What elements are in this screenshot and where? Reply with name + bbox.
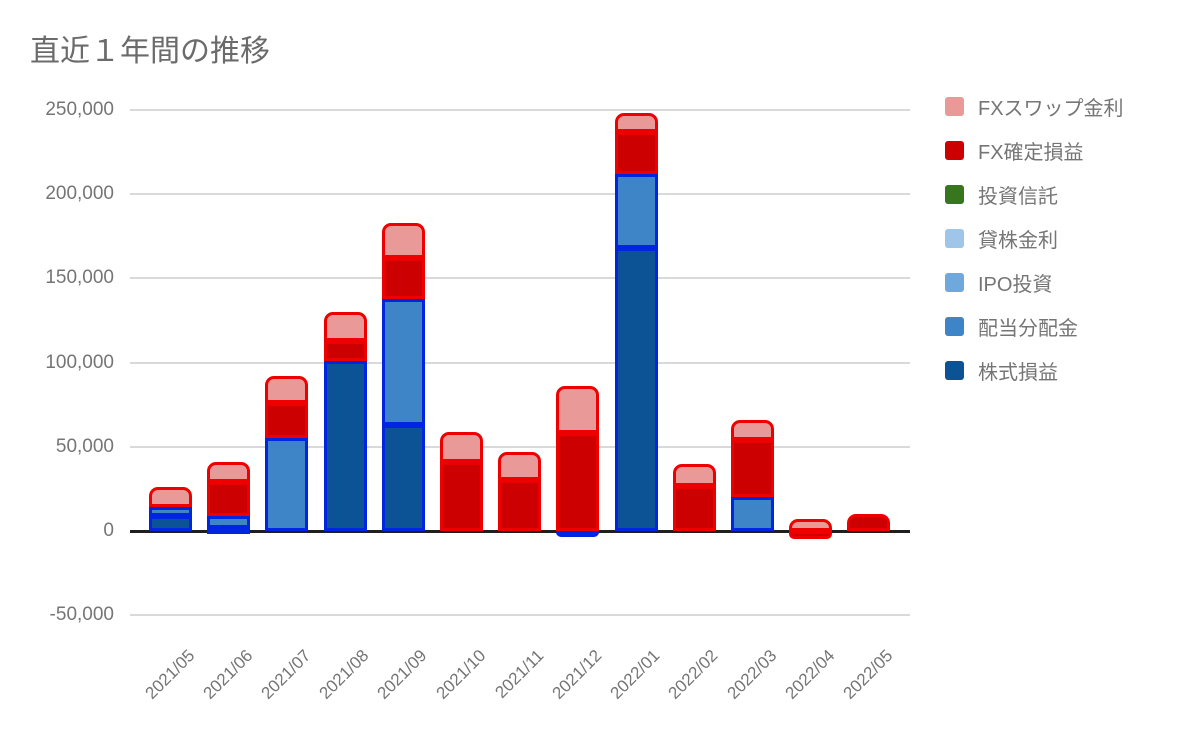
bar-segment-fx-realized-pl[interactable] (847, 514, 891, 531)
bar-segment-stock-pl[interactable] (207, 527, 251, 534)
legend-item-fx-realized-pl[interactable]: FX確定損益 (945, 136, 1124, 164)
gridline (130, 109, 910, 111)
gridline (130, 445, 910, 448)
legend-swatch-fx-realized-pl (945, 140, 964, 160)
legend-label: FX確定損益 (978, 141, 1084, 164)
bar-segment-fx-realized-pl[interactable] (498, 480, 542, 531)
gridline (130, 193, 910, 196)
bar-segment-fx-swap-interest[interactable] (440, 431, 483, 462)
legend-swatch-ipo-investment (945, 272, 964, 292)
bar-segment-fx-swap-interest[interactable] (381, 222, 425, 259)
bar-segment-stock-pl[interactable] (381, 424, 425, 531)
legend-label: 投資信託 (978, 185, 1058, 208)
bar-segment-fx-swap-interest[interactable] (672, 463, 716, 486)
y-axis-tick-label: 0 (103, 520, 114, 541)
chart-legend: FXスワップ金利 FX確定損益 投資信託貸株金利 IPO投資配当分配金株式損益 (945, 92, 1124, 384)
gridline (130, 277, 910, 280)
bar-segment-fx-realized-pl[interactable] (265, 403, 309, 439)
legend-label: 貸株金利 (978, 229, 1058, 252)
legend-swatch-dividend-distribution (945, 316, 964, 336)
bar-segment-fx-swap-interest[interactable] (498, 451, 542, 481)
bar-segment-fx-swap-interest[interactable] (207, 461, 251, 483)
bar-segment-fx-realized-pl[interactable] (672, 485, 716, 531)
y-axis-tick-label: -50,000 (49, 604, 114, 626)
bar-segment-fx-swap-interest[interactable] (265, 376, 309, 403)
legend-item-fx-swap-interest[interactable]: FXスワップ金利 (945, 92, 1124, 120)
bar-segment-fx-realized-pl[interactable] (789, 531, 833, 540)
bar-segment-dividend-distribution[interactable] (381, 298, 425, 425)
bar-segment-dividend-distribution[interactable] (731, 497, 774, 531)
bar-segment-fx-swap-interest[interactable] (149, 487, 192, 508)
bar-segment-fx-realized-pl[interactable] (381, 258, 425, 299)
y-axis-tick-label: 50,000 (55, 435, 114, 457)
legend-item-stock-pl[interactable]: 株式損益 (945, 356, 1124, 384)
bar-segment-fx-realized-pl[interactable] (556, 433, 600, 531)
bar-segment-fx-realized-pl[interactable] (323, 340, 367, 361)
gridline (130, 361, 910, 364)
bar-segment-fx-swap-interest[interactable] (789, 519, 833, 531)
bar-segment-fx-swap-interest[interactable] (731, 419, 774, 441)
bar-segment-dividend-distribution[interactable] (207, 515, 251, 528)
legend-label: 株式損益 (978, 361, 1058, 384)
bar-segment-fx-swap-interest[interactable] (323, 312, 367, 341)
bar-segment-stock-pl[interactable] (614, 248, 658, 531)
legend-item-dividend-distribution[interactable]: 配当分配金 (945, 312, 1124, 340)
chart-title: 直近１年間の推移 (30, 35, 270, 68)
bar-segment-stock-pl[interactable] (323, 360, 367, 531)
y-axis-tick-label: 100,000 (45, 351, 114, 373)
legend-label: FXスワップ金利 (978, 97, 1124, 120)
legend-swatch-stock-lending-interest (945, 228, 964, 248)
legend-swatch-investment-trust (945, 184, 964, 204)
x-axis-line (130, 530, 910, 533)
bar-segment-fx-realized-pl[interactable] (440, 461, 483, 531)
bar-segment-fx-realized-pl[interactable] (207, 482, 251, 516)
legend-label: IPO投資 (978, 273, 1053, 296)
bar-segment-dividend-distribution[interactable] (149, 507, 192, 516)
bar-segment-fx-swap-interest[interactable] (556, 386, 600, 434)
legend-item-ipo-investment[interactable]: IPO投資 (945, 268, 1124, 296)
y-axis-tick-label: 250,000 (45, 99, 114, 120)
bar-segment-fx-realized-pl[interactable] (614, 131, 658, 174)
gridline (130, 614, 910, 617)
bar-segment-stock-pl[interactable] (556, 531, 600, 537)
bar-segment-fx-swap-interest[interactable] (614, 113, 658, 132)
legend-swatch-stock-pl (945, 360, 964, 380)
bar-segment-stock-pl[interactable] (149, 515, 192, 531)
legend-label: 配当分配金 (978, 317, 1078, 340)
legend-swatch-fx-swap-interest (945, 96, 964, 116)
bar-segment-fx-realized-pl[interactable] (731, 440, 774, 498)
legend-item-investment-trust[interactable]: 投資信託 (945, 180, 1124, 208)
bar-segment-dividend-distribution[interactable] (614, 173, 658, 249)
y-axis-tick-label: 150,000 (45, 267, 114, 289)
legend-item-stock-lending-interest[interactable]: 貸株金利 (945, 224, 1124, 252)
y-axis-tick-label: 200,000 (45, 183, 114, 205)
bar-segment-dividend-distribution[interactable] (265, 438, 309, 531)
